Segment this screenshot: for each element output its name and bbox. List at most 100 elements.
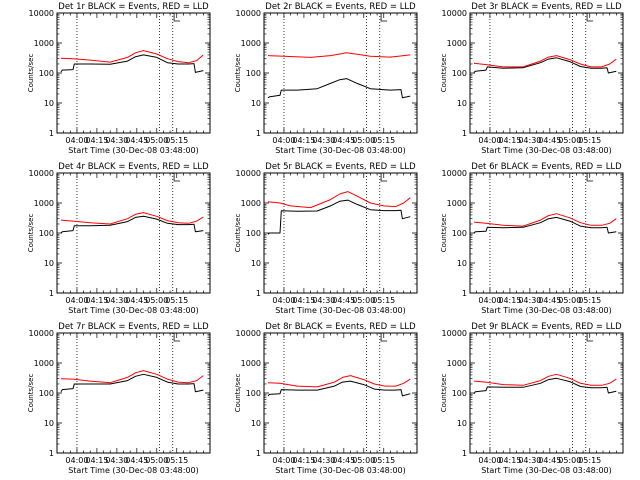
y-tick-label: 10 [457, 259, 467, 268]
events-rate-line [473, 57, 617, 74]
y-tick-label: 10 [251, 259, 261, 268]
y-tick-label: 100 [39, 69, 54, 78]
events-rate-line [60, 373, 204, 393]
y-tick-label: 1 [256, 449, 261, 458]
x-axis-title: Start Time (30-Dec-08 03:48:00) [275, 466, 406, 475]
x-axis-title: Start Time (30-Dec-08 03:48:00) [481, 146, 612, 155]
x-axis-title: Start Time (30-Dec-08 03:48:00) [481, 306, 612, 315]
x-tick-label: 04:15 [292, 136, 315, 145]
y-tick-label: 100 [246, 229, 261, 238]
x-tick-label: 05:15 [372, 136, 395, 145]
x-tick-label: 04:00 [478, 456, 501, 465]
y-tick-label: 1 [256, 129, 261, 138]
lld-rate-line [267, 375, 411, 388]
x-tick-label: 04:45 [125, 296, 148, 305]
y-axis-title: Counts/sec [234, 214, 242, 253]
x-tick-label: 04:45 [125, 136, 148, 145]
x-tick-label: 04:30 [518, 296, 541, 305]
x-tick-label: 04:00 [272, 456, 295, 465]
x-tick-label: 04:15 [498, 456, 521, 465]
y-tick-label: 10000 [29, 169, 54, 178]
y-tick-label: 1 [462, 289, 467, 298]
y-tick-label: 10000 [29, 9, 54, 18]
y-tick-label: 1 [462, 449, 467, 458]
x-tick-label: 04:00 [65, 456, 88, 465]
y-tick-label: 100 [452, 69, 467, 78]
y-axis-title: Counts/sec [440, 374, 448, 413]
y-tick-label: 10000 [442, 169, 467, 178]
y-tick-label: 1 [49, 449, 54, 458]
panel-5: Det 5r BLACK = Events, RED = LLD 1 10 100 10… [234, 162, 418, 315]
x-tick-label: 05:00 [558, 296, 581, 305]
lld-rate-line [267, 52, 411, 58]
y-axis-title: Counts/sec [27, 214, 35, 253]
panel-9: Det 9r BLACK = Events, RED = LLD 1 10 100 10… [440, 322, 624, 475]
x-tick-label: 05:15 [372, 296, 395, 305]
x-tick-label: 05:15 [578, 456, 601, 465]
x-tick-label: 04:00 [272, 136, 295, 145]
x-tick-label: 05:00 [352, 296, 375, 305]
x-tick-label: 04:45 [125, 456, 148, 465]
interval-marker [380, 333, 388, 342]
y-tick-label: 1000 [34, 199, 54, 208]
panel-title: Det 2r BLACK = Events, RED = LLD [265, 2, 416, 12]
y-tick-label: 1000 [241, 39, 261, 48]
y-tick-label: 10000 [236, 9, 261, 18]
y-tick-label: 10000 [442, 9, 467, 18]
y-axis-title: Counts/sec [440, 214, 448, 253]
events-rate-line [60, 215, 204, 234]
x-tick-label: 04:15 [85, 136, 108, 145]
x-tick-label: 04:30 [518, 456, 541, 465]
x-tick-label: 04:45 [332, 456, 355, 465]
x-tick-label: 04:15 [85, 296, 108, 305]
plot-frame [56, 12, 211, 134]
lld-rate-line [473, 213, 617, 227]
y-tick-label: 100 [39, 389, 54, 398]
x-axis-title: Start Time (30-Dec-08 03:48:00) [481, 466, 612, 475]
x-tick-label: 05:15 [578, 136, 601, 145]
plot-frame [56, 172, 211, 294]
lld-rate-line [473, 55, 617, 68]
x-axis-title: Start Time (30-Dec-08 03:48:00) [68, 466, 199, 475]
y-tick-label: 10 [44, 419, 54, 428]
events-rate-line [60, 54, 204, 73]
y-tick-label: 10000 [29, 329, 54, 338]
x-tick-label: 04:15 [85, 456, 108, 465]
panel-title: Det 8r BLACK = Events, RED = LLD [265, 322, 416, 332]
y-tick-label: 100 [452, 229, 467, 238]
y-axis-title: Counts/sec [27, 374, 35, 413]
panel-title: Det 6r BLACK = Events, RED = LLD [471, 162, 622, 172]
x-tick-label: 04:15 [292, 296, 315, 305]
lld-rate-line [60, 212, 204, 225]
panel-title: Det 5r BLACK = Events, RED = LLD [265, 162, 416, 172]
y-axis-title: Counts/sec [234, 374, 242, 413]
x-axis-title: Start Time (30-Dec-08 03:48:00) [275, 306, 406, 315]
x-axis-title: Start Time (30-Dec-08 03:48:00) [275, 146, 406, 155]
y-tick-label: 1 [49, 129, 54, 138]
y-tick-label: 1000 [447, 39, 467, 48]
y-tick-label: 10 [44, 99, 54, 108]
x-tick-label: 05:00 [352, 136, 375, 145]
events-rate-line [267, 199, 411, 235]
panel-title: Det 7r BLACK = Events, RED = LLD [58, 322, 209, 332]
y-tick-label: 100 [452, 389, 467, 398]
x-tick-label: 04:00 [65, 136, 88, 145]
y-tick-label: 10 [251, 419, 261, 428]
x-tick-label: 05:15 [165, 296, 188, 305]
y-tick-label: 100 [39, 229, 54, 238]
events-rate-line [473, 216, 617, 234]
interval-marker [173, 13, 181, 22]
interval-marker [586, 13, 594, 22]
x-tick-label: 04:30 [105, 296, 128, 305]
y-tick-label: 10 [251, 99, 261, 108]
y-tick-label: 1 [256, 289, 261, 298]
panel-2: Det 2r BLACK = Events, RED = LLD 1 10 100 10… [234, 2, 418, 155]
x-tick-label: 04:00 [478, 296, 501, 305]
lld-rate-line [473, 373, 617, 386]
y-tick-label: 10 [457, 419, 467, 428]
interval-marker [380, 173, 388, 182]
x-tick-label: 05:00 [558, 136, 581, 145]
x-tick-label: 05:15 [165, 136, 188, 145]
interval-marker [586, 173, 594, 182]
